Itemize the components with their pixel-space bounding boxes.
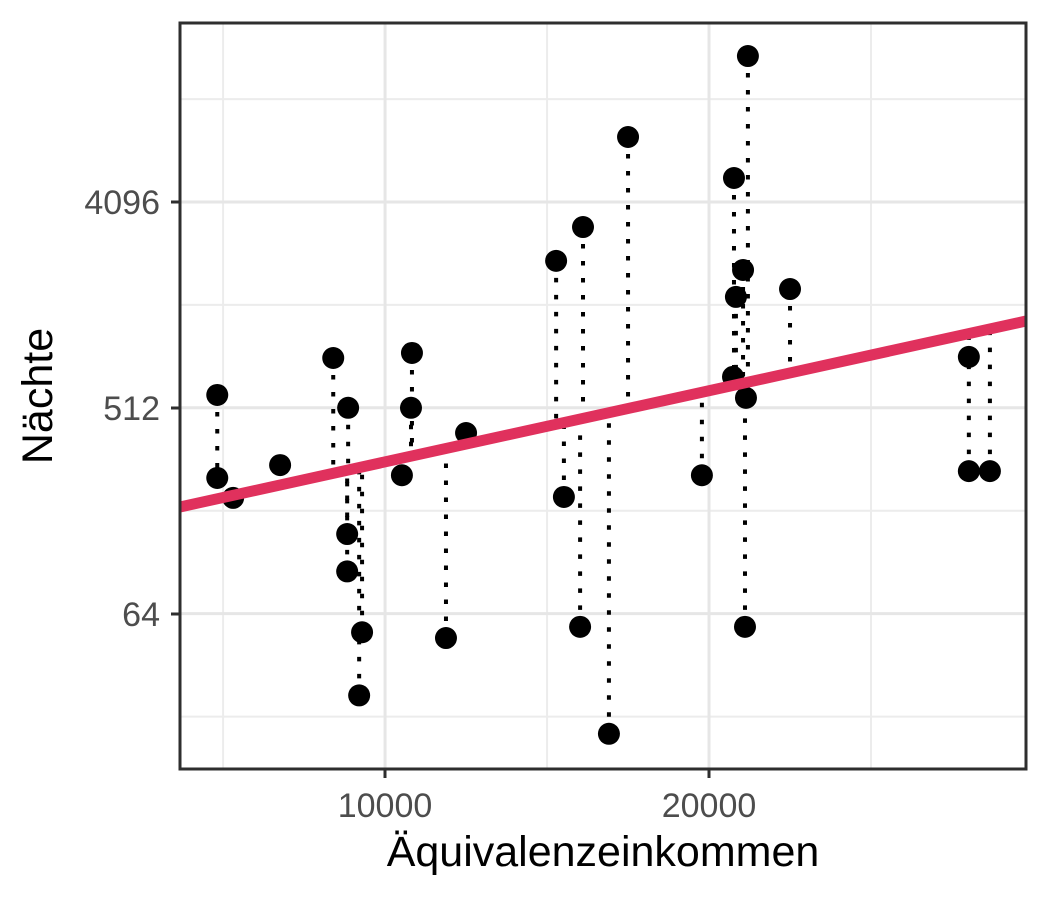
data-point — [779, 278, 802, 301]
data-point — [569, 615, 592, 638]
data-point — [552, 485, 575, 508]
x-tick-label-10000: 10000 — [338, 787, 433, 825]
data-point — [978, 460, 1001, 483]
y-tick-label-512: 512 — [103, 390, 160, 428]
data-point — [597, 722, 620, 745]
data-point — [736, 45, 759, 68]
x-axis-title: Äquivalenzeinkommen — [387, 828, 820, 876]
data-point — [732, 259, 755, 282]
data-point — [390, 464, 413, 487]
data-point — [269, 454, 292, 477]
plot-panel — [180, 23, 1026, 769]
data-point — [434, 627, 457, 650]
data-point — [336, 523, 359, 546]
data-point — [399, 396, 422, 419]
trend-line — [178, 315, 1028, 513]
x-axis: 10000 20000 Äquivalenzeinkommen — [338, 769, 820, 876]
data-point — [336, 560, 359, 583]
data-point — [572, 216, 595, 239]
data-point — [733, 615, 756, 638]
data-point — [724, 285, 747, 308]
y-axis: 4096 512 64 Nächte — [14, 184, 180, 634]
x-tick-label-20000: 20000 — [662, 787, 757, 825]
data-point — [351, 621, 374, 644]
data-point — [957, 460, 980, 483]
data-point — [400, 341, 423, 364]
data-point — [348, 684, 371, 707]
data-point — [545, 249, 568, 272]
data-point — [206, 466, 229, 489]
y-tick-label-4096: 4096 — [84, 184, 160, 222]
data-point — [734, 386, 757, 409]
data-point — [322, 346, 345, 369]
y-axis-title: Nächte — [14, 328, 62, 464]
data-point — [206, 383, 229, 406]
trend-line-layer — [178, 315, 1028, 513]
data-point — [337, 396, 360, 419]
data-point — [722, 167, 745, 190]
data-point — [957, 345, 980, 368]
data-point — [690, 464, 713, 487]
data-point — [617, 125, 640, 148]
y-tick-label-64: 64 — [122, 596, 160, 634]
panel-border — [178, 21, 1028, 771]
